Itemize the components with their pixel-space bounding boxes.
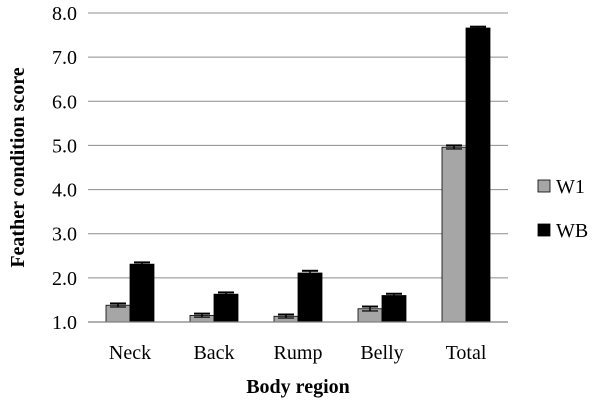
y-axis-title: Feather condition score xyxy=(7,67,29,267)
x-tick-labels: Neck Back Rump Belly Total xyxy=(109,342,487,364)
bar xyxy=(105,304,131,323)
bar xyxy=(441,146,467,323)
x-axis-title: Body region xyxy=(246,376,350,398)
x-tick-label: Total xyxy=(446,342,487,364)
legend-label: W1 xyxy=(556,176,585,198)
x-tick-label: Rump xyxy=(274,342,323,364)
y-tick-label: 5.0 xyxy=(52,135,77,157)
x-tick-label: Belly xyxy=(360,342,403,364)
y-tick-label: 1.0 xyxy=(52,312,77,334)
x-tick-label: Neck xyxy=(109,342,151,364)
y-tick-label: 7.0 xyxy=(52,47,77,69)
y-tick-label: 6.0 xyxy=(52,91,77,113)
legend-swatch xyxy=(537,179,551,193)
y-tick-label: 8.0 xyxy=(52,3,77,25)
bar xyxy=(213,293,239,323)
y-tick-label: 3.0 xyxy=(52,224,77,246)
legend-label: WB xyxy=(556,220,588,242)
bar xyxy=(297,272,323,323)
legend-swatch xyxy=(537,223,551,237)
x-tick-label: Back xyxy=(193,342,234,364)
error-bars xyxy=(110,25,486,319)
bar xyxy=(129,263,155,323)
y-tick-label: 2.0 xyxy=(52,268,77,290)
bar xyxy=(465,27,491,323)
y-tick-labels: 1.0 2.0 3.0 4.0 5.0 6.0 7.0 8.0 xyxy=(52,3,77,334)
gridlines xyxy=(88,12,508,279)
y-tick-label: 4.0 xyxy=(52,180,77,202)
legend: W1 WB xyxy=(537,176,588,242)
bar xyxy=(381,295,407,323)
